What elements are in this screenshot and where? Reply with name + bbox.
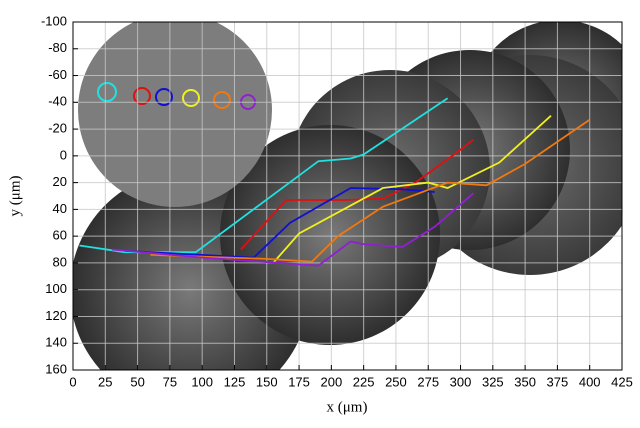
x-tick-label: 150	[256, 374, 278, 389]
x-axis-label: x (μm)	[327, 399, 368, 415]
y-tick-label: 80	[53, 254, 67, 269]
trajectory-line	[79, 97, 449, 254]
y-tick-label: -20	[48, 121, 67, 136]
y-tick-label: 120	[45, 308, 67, 323]
x-tick-label: 250	[385, 374, 407, 389]
x-tick-label: 350	[514, 374, 536, 389]
y-axis-label: y (μm)	[7, 176, 23, 217]
y-tick-label: 60	[53, 228, 67, 243]
x-tick-label: 50	[130, 374, 144, 389]
x-tick-label: 175	[288, 374, 310, 389]
x-tick-label: 100	[191, 374, 213, 389]
x-tick-label: 275	[417, 374, 439, 389]
y-tick-label: -60	[48, 67, 67, 82]
x-tick-label: 425	[611, 374, 633, 389]
micrographs	[73, 22, 622, 370]
x-tick-label: 375	[547, 374, 569, 389]
plot-frame	[72, 21, 623, 371]
y-tick-label: 140	[45, 335, 67, 350]
x-tick-label: 75	[163, 374, 177, 389]
x-tick-label: 325	[482, 374, 504, 389]
y-tick-label: -40	[48, 94, 67, 109]
x-tick-label: 0	[69, 374, 76, 389]
y-tick-label: 100	[45, 281, 67, 296]
trajectory-line	[272, 115, 552, 264]
y-tick-label: 40	[53, 201, 67, 216]
x-tick-label: 400	[579, 374, 601, 389]
x-tick-label: 300	[450, 374, 472, 389]
trajectories	[79, 97, 591, 267]
y-tick-label: 0	[60, 147, 67, 162]
x-tick-label: 200	[321, 374, 343, 389]
grid	[72, 21, 623, 371]
trajectory-line	[111, 192, 474, 267]
y-tick-label: -80	[48, 40, 67, 55]
x-tick-label: 25	[98, 374, 112, 389]
y-tick-label: 160	[45, 361, 67, 376]
x-tick-label: 125	[224, 374, 246, 389]
y-tick-label: -100	[41, 13, 67, 28]
trajectory-line	[124, 187, 435, 259]
x-tick-label: 225	[353, 374, 375, 389]
trajectory-line	[240, 139, 474, 251]
trajectory-line	[150, 118, 591, 263]
y-tick-label: 20	[53, 174, 67, 189]
